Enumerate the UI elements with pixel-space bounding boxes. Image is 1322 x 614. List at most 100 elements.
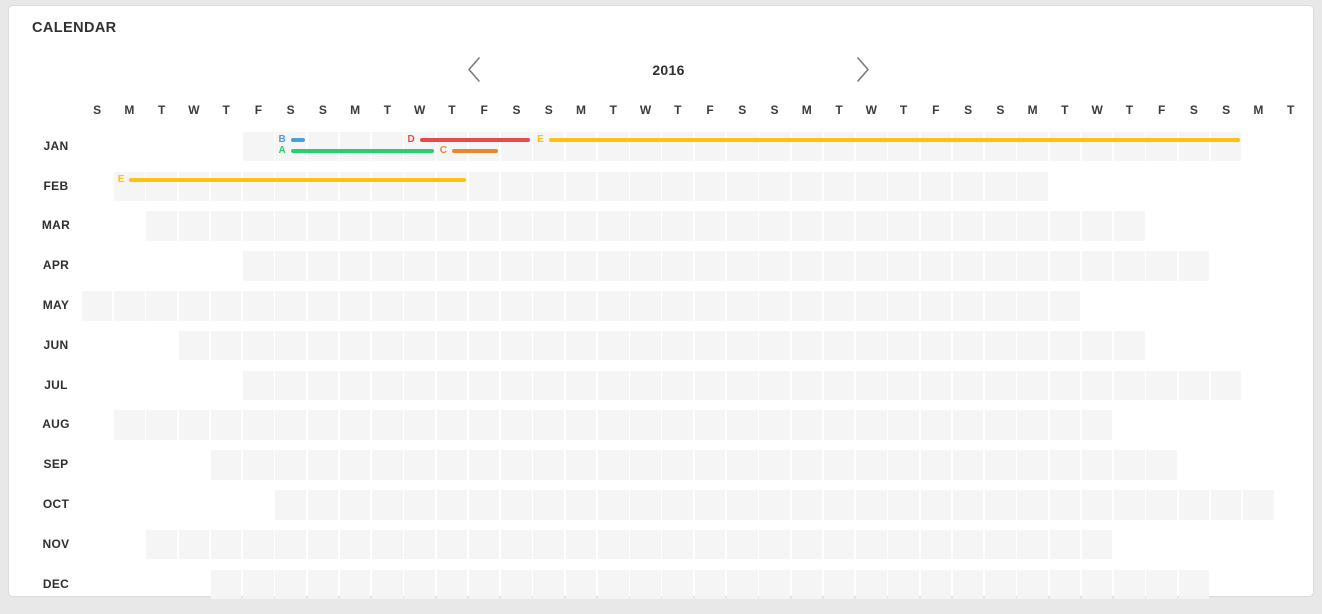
day-cell-aug-22[interactable] bbox=[791, 410, 823, 440]
day-cell-jan-8[interactable] bbox=[468, 131, 500, 162]
day-cell-sep-25[interactable] bbox=[985, 450, 1016, 480]
day-cell-jun-5[interactable] bbox=[307, 330, 339, 361]
event-bar-e[interactable] bbox=[129, 178, 466, 183]
day-cell-mar-4[interactable] bbox=[243, 211, 274, 241]
day-cell-jun-19[interactable] bbox=[759, 330, 790, 361]
day-cell-may-19[interactable] bbox=[662, 291, 694, 321]
day-cell-may-3[interactable] bbox=[146, 291, 177, 321]
day-cell-may-22[interactable] bbox=[759, 291, 790, 321]
day-cell-jan-24[interactable] bbox=[985, 131, 1016, 162]
day-cell-feb-13[interactable] bbox=[501, 171, 532, 202]
day-cell-dec-13[interactable] bbox=[597, 569, 629, 600]
day-cell-nov-25[interactable] bbox=[920, 529, 952, 560]
day-cell-aug-17[interactable] bbox=[630, 410, 661, 440]
day-cell-may-21[interactable] bbox=[727, 291, 758, 321]
day-cell-sep-15[interactable] bbox=[662, 450, 694, 480]
day-cell-jul-22[interactable] bbox=[920, 370, 952, 401]
day-cell-jan-28[interactable] bbox=[1114, 131, 1145, 162]
day-cell-may-12[interactable] bbox=[436, 291, 468, 321]
day-cell-jan-23[interactable] bbox=[952, 131, 984, 162]
day-cell-mar-13[interactable] bbox=[533, 211, 564, 241]
day-cell-apr-14[interactable] bbox=[662, 251, 694, 281]
day-cell-oct-10[interactable] bbox=[565, 490, 597, 520]
day-cell-jun-27[interactable] bbox=[1017, 330, 1048, 361]
day-cell-jun-2[interactable] bbox=[210, 330, 242, 361]
day-cell-may-13[interactable] bbox=[468, 291, 500, 321]
day-cell-dec-7[interactable] bbox=[404, 569, 435, 600]
day-cell-oct-25[interactable] bbox=[1049, 490, 1081, 520]
day-cell-oct-5[interactable] bbox=[404, 490, 435, 520]
day-cell-sep-22[interactable] bbox=[888, 450, 919, 480]
day-cell-apr-30[interactable] bbox=[1178, 251, 1210, 281]
day-cell-jul-21[interactable] bbox=[888, 370, 919, 401]
day-cell-jan-19[interactable] bbox=[823, 131, 855, 162]
day-cell-feb-7[interactable] bbox=[307, 171, 339, 202]
day-cell-may-6[interactable] bbox=[243, 291, 274, 321]
day-cell-dec-16[interactable] bbox=[694, 569, 726, 600]
day-cell-jul-1[interactable] bbox=[243, 370, 274, 401]
day-cell-may-11[interactable] bbox=[404, 291, 435, 321]
day-cell-apr-20[interactable] bbox=[856, 251, 887, 281]
day-cell-jan-20[interactable] bbox=[856, 131, 887, 162]
day-cell-sep-13[interactable] bbox=[597, 450, 629, 480]
day-cell-mar-7[interactable] bbox=[339, 211, 371, 241]
day-cell-jun-23[interactable] bbox=[888, 330, 919, 361]
day-cell-aug-4[interactable] bbox=[210, 410, 242, 440]
day-cell-apr-27[interactable] bbox=[1081, 251, 1113, 281]
day-cell-oct-7[interactable] bbox=[468, 490, 500, 520]
day-cell-jan-9[interactable] bbox=[501, 131, 532, 162]
day-cell-apr-2[interactable] bbox=[275, 251, 306, 281]
day-cell-dec-30[interactable] bbox=[1146, 569, 1177, 600]
day-cell-oct-31[interactable] bbox=[1243, 490, 1274, 520]
day-cell-jun-1[interactable] bbox=[178, 330, 210, 361]
day-cell-jul-26[interactable] bbox=[1049, 370, 1081, 401]
day-cell-mar-18[interactable] bbox=[694, 211, 726, 241]
day-cell-feb-14[interactable] bbox=[533, 171, 564, 202]
day-cell-feb-11[interactable] bbox=[436, 171, 468, 202]
day-cell-feb-10[interactable] bbox=[404, 171, 435, 202]
day-cell-jul-30[interactable] bbox=[1178, 370, 1210, 401]
day-cell-nov-17[interactable] bbox=[662, 529, 694, 560]
day-cell-sep-20[interactable] bbox=[823, 450, 855, 480]
day-cell-jun-26[interactable] bbox=[985, 330, 1016, 361]
day-cell-nov-21[interactable] bbox=[791, 529, 823, 560]
day-cell-jul-17[interactable] bbox=[759, 370, 790, 401]
day-cell-may-8[interactable] bbox=[307, 291, 339, 321]
day-cell-jun-6[interactable] bbox=[339, 330, 371, 361]
day-cell-aug-12[interactable] bbox=[468, 410, 500, 440]
day-cell-mar-24[interactable] bbox=[888, 211, 919, 241]
day-cell-apr-5[interactable] bbox=[372, 251, 403, 281]
day-cell-sep-12[interactable] bbox=[565, 450, 597, 480]
day-cell-sep-19[interactable] bbox=[791, 450, 823, 480]
day-cell-mar-2[interactable] bbox=[178, 211, 210, 241]
day-cell-mar-14[interactable] bbox=[565, 211, 597, 241]
day-cell-aug-13[interactable] bbox=[501, 410, 532, 440]
day-cell-dec-14[interactable] bbox=[630, 569, 661, 600]
day-cell-jul-23[interactable] bbox=[952, 370, 984, 401]
chevron-left-icon[interactable] bbox=[466, 56, 482, 83]
day-cell-aug-2[interactable] bbox=[146, 410, 177, 440]
day-cell-jan-14[interactable] bbox=[662, 131, 694, 162]
day-cell-jun-14[interactable] bbox=[597, 330, 629, 361]
day-cell-mar-23[interactable] bbox=[856, 211, 887, 241]
day-cell-jan-1[interactable] bbox=[243, 131, 274, 162]
day-cell-jan-12[interactable] bbox=[597, 131, 629, 162]
event-bar-d[interactable] bbox=[419, 138, 531, 143]
day-cell-may-14[interactable] bbox=[501, 291, 532, 321]
day-cell-mar-10[interactable] bbox=[436, 211, 468, 241]
day-cell-jun-11[interactable] bbox=[501, 330, 532, 361]
day-cell-sep-4[interactable] bbox=[307, 450, 339, 480]
day-cell-may-25[interactable] bbox=[856, 291, 887, 321]
day-cell-dec-2[interactable] bbox=[243, 569, 274, 600]
day-cell-jun-17[interactable] bbox=[694, 330, 726, 361]
day-cell-jul-5[interactable] bbox=[372, 370, 403, 401]
day-cell-aug-3[interactable] bbox=[178, 410, 210, 440]
day-cell-oct-29[interactable] bbox=[1178, 490, 1210, 520]
day-cell-nov-23[interactable] bbox=[856, 529, 887, 560]
day-cell-jan-22[interactable] bbox=[920, 131, 952, 162]
day-cell-apr-17[interactable] bbox=[759, 251, 790, 281]
day-cell-may-20[interactable] bbox=[694, 291, 726, 321]
day-cell-jan-31[interactable] bbox=[1210, 131, 1242, 162]
day-cell-feb-4[interactable] bbox=[210, 171, 242, 202]
day-cell-nov-29[interactable] bbox=[1049, 529, 1081, 560]
